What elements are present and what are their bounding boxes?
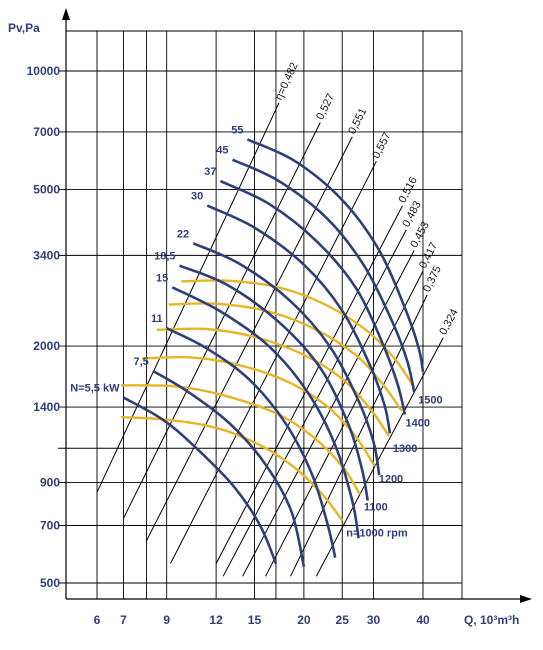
speed-curve-1 — [120, 384, 361, 495]
power-curve-6 — [206, 204, 392, 434]
grid — [58, 30, 463, 599]
speed-label: n=1000 rpm — [346, 528, 408, 540]
y-tick-label: 900 — [40, 476, 60, 490]
power-label: 15 — [156, 272, 168, 284]
speed-curve-2 — [142, 355, 376, 467]
x-tick-label: 20 — [297, 613, 311, 627]
y-tick-label: 1400 — [33, 400, 60, 414]
speed-label: 1400 — [406, 418, 430, 430]
power-label: 22 — [177, 228, 189, 240]
efficiency-label: 0,324 — [437, 307, 461, 337]
power-label: 37 — [204, 166, 216, 178]
power-curves — [122, 138, 425, 567]
power-label: 30 — [191, 191, 203, 203]
y-tick-label: 7000 — [33, 125, 60, 139]
efficiency-line-3 — [170, 160, 377, 564]
x-tick-label: 25 — [336, 613, 350, 627]
speed-label: 1100 — [364, 501, 388, 513]
power-label: 7,5 — [133, 356, 148, 368]
efficiency-label: 0,527 — [314, 92, 337, 122]
x-tick-label: 12 — [209, 613, 223, 627]
efficiency-label: 0,516 — [396, 175, 419, 205]
power-label: N=5,5 kW — [70, 383, 120, 395]
power-curve-7 — [219, 179, 407, 415]
x-tick-label: 7 — [120, 613, 127, 627]
efficiency-line-2 — [145, 136, 353, 542]
power-curve-5 — [192, 242, 381, 476]
power-label: 18,5 — [154, 251, 175, 263]
power-curve-1 — [152, 369, 306, 567]
y-tick-label: 500 — [40, 576, 60, 590]
power-curve-4 — [179, 264, 369, 501]
speed-label: 1500 — [418, 394, 442, 406]
labels: 500 700 900 1400 2000 3400 5000 7000 10000 6 7 9 12 1… — [27, 61, 461, 627]
power-curve-2 — [166, 327, 337, 558]
efficiency-line-0 — [96, 102, 280, 493]
speed-curve-5 — [181, 279, 416, 389]
x-axis-arrow — [520, 595, 532, 603]
power-curve-3 — [171, 286, 360, 539]
x-tick-label: 9 — [163, 613, 170, 627]
power-curve-0 — [122, 396, 278, 565]
x-tick-label: 6 — [94, 613, 101, 627]
x-axis-title: Q, 10³m³h — [464, 613, 519, 627]
y-axis-title: Pv,Pa — [8, 21, 40, 35]
axes — [62, 8, 532, 603]
speed-curve-3 — [156, 327, 390, 437]
power-curve-8 — [231, 158, 416, 393]
speed-curve-0 — [120, 415, 344, 522]
power-label: 45 — [216, 145, 228, 157]
x-tick-label: 40 — [416, 613, 430, 627]
y-tick-label: 3400 — [33, 248, 60, 262]
y-axis-arrow — [62, 8, 70, 20]
efficiency-line-9 — [315, 337, 444, 577]
speed-label: 1300 — [393, 443, 417, 455]
x-tick-label: 30 — [367, 613, 381, 627]
speed-label: 1200 — [379, 473, 403, 485]
efficiency-line-8 — [290, 294, 428, 577]
efficiency-lines — [96, 102, 444, 577]
power-label: 11 — [151, 313, 163, 325]
efficiency-label: η=0,482 — [273, 61, 301, 102]
power-label: 55 — [231, 124, 243, 136]
y-tick-label: 700 — [40, 518, 60, 532]
y-tick-label: 2000 — [33, 339, 60, 353]
y-tick-label: 5000 — [33, 182, 60, 196]
power-curve-9 — [246, 138, 425, 373]
x-tick-label: 15 — [248, 613, 262, 627]
efficiency-line-1 — [123, 122, 321, 519]
y-tick-label: 10000 — [27, 64, 61, 78]
